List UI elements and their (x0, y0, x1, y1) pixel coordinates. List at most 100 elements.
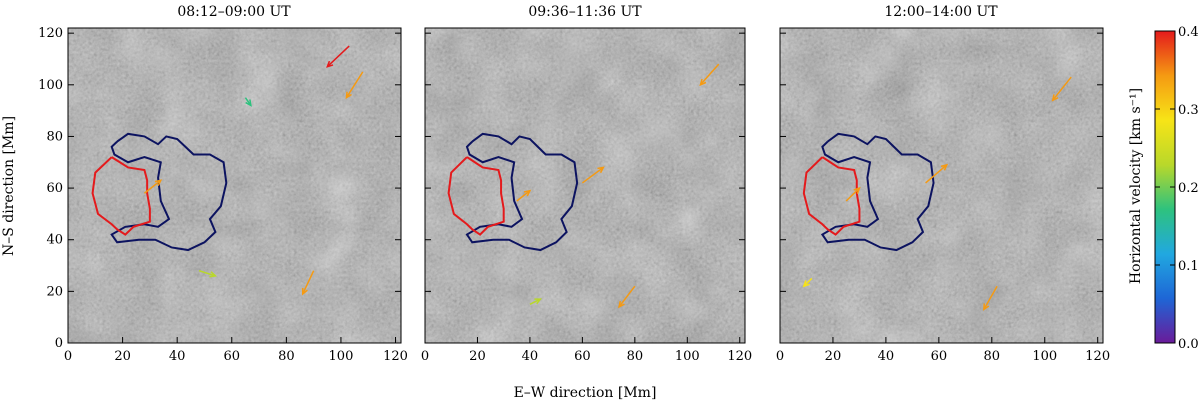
colorbar: 0.0 0.1 0.2 0.3 0.4 Horizontal velocity [km … (1128, 25, 1199, 352)
velocity-vector-head (326, 60, 334, 68)
panel-2: 0 20 40 60 80 100 120 09:36–11:36 UT (421, 4, 752, 364)
colorbar-tick-label: 0.1 (1178, 259, 1199, 274)
y-tick-label: 0 (55, 336, 63, 351)
panel-2-vectors (516, 63, 720, 309)
colorbar-tick-label: 0.0 (1178, 337, 1199, 352)
panel-3-vectors (802, 76, 1072, 311)
y-tick-label: 100 (38, 78, 63, 93)
x-tick-label: 100 (1032, 349, 1057, 364)
y-tick-label: 80 (46, 129, 63, 144)
panel-1-y-ticks: 0 20 40 60 80 100 120 (38, 26, 401, 351)
panel-3-title: 12:00–14:00 UT (884, 4, 998, 20)
contour-red (91, 156, 151, 236)
y-tick-label: 120 (38, 26, 63, 41)
x-tick-label: 100 (675, 349, 700, 364)
y-tick-label: 40 (46, 233, 63, 248)
panel-3-x-ticks: 0 20 40 60 80 100 120 (776, 337, 1110, 364)
velocity-vector-head (940, 163, 949, 171)
velocity-vector-head (699, 78, 707, 87)
velocity-vector (699, 63, 720, 86)
x-tick-label: 40 (878, 349, 895, 364)
x-tick-label: 60 (931, 349, 948, 364)
panel-1: 0 20 40 60 80 100 120 0 20 40 60 80 100 120 08:12–09… (38, 4, 408, 364)
colorbar-tick-label: 0.3 (1178, 103, 1199, 118)
velocity-vector (302, 270, 315, 295)
panel-2-y-ticks (425, 32, 745, 344)
colorbar-ticks: 0.0 0.1 0.2 0.3 0.4 (1155, 25, 1199, 352)
x-tick-label: 100 (329, 349, 354, 364)
y-tick-label: 60 (46, 181, 63, 196)
velocity-vector-head (154, 179, 163, 187)
x-axis-title: E–W direction [Mm] (514, 385, 657, 401)
contour-blue (110, 132, 228, 252)
velocity-vector (845, 187, 860, 202)
velocity-vector (925, 164, 948, 184)
velocity-vector (1052, 76, 1072, 101)
x-tick-label: 20 (114, 349, 131, 364)
panel-3: 0 20 40 60 80 100 120 12:00–14:00 UT (776, 4, 1110, 364)
x-tick-label: 40 (522, 349, 539, 364)
x-tick-label: 120 (727, 349, 752, 364)
colorbar-tick-label: 0.4 (1178, 25, 1199, 40)
velocity-vector (198, 269, 216, 277)
panel-1-contours (91, 132, 228, 252)
velocity-vector-head (983, 303, 990, 311)
contour-blue (820, 132, 935, 252)
x-tick-label: 60 (223, 349, 240, 364)
panel-2-contours (447, 132, 579, 252)
contour-red (447, 156, 505, 236)
panel-1-x-ticks: 0 20 40 60 80 100 120 (64, 337, 408, 364)
velocity-vector-head (534, 298, 542, 305)
x-tick-label: 120 (1085, 349, 1110, 364)
velocity-vector (326, 45, 350, 68)
panel-2-frame (424, 27, 746, 344)
x-tick-label: 20 (469, 349, 486, 364)
panel-1-frame (67, 27, 402, 344)
x-tick-label: 0 (64, 349, 72, 364)
x-tick-label: 80 (627, 349, 644, 364)
colorbar-label: Horizontal velocity [km s⁻¹] (1128, 88, 1144, 284)
velocity-vector-head (523, 189, 532, 197)
velocity-vector-head (301, 287, 308, 296)
velocity-vector (618, 285, 636, 308)
x-tick-label: 0 (776, 349, 784, 364)
panel-2-background (425, 28, 745, 343)
panel-2-x-ticks: 0 20 40 60 80 100 120 (421, 337, 752, 364)
velocity-vector (345, 71, 364, 99)
y-tick-label: 20 (46, 284, 63, 299)
panel-1-title: 08:12–09:00 UT (177, 4, 291, 20)
panel-3-frame (779, 27, 1104, 344)
panel-2-title: 09:36–11:36 UT (528, 4, 642, 20)
velocity-vector-head (802, 280, 810, 288)
x-tick-label: 20 (825, 349, 842, 364)
x-tick-label: 80 (278, 349, 295, 364)
velocity-vector (143, 179, 162, 194)
velocity-vector-head (209, 271, 218, 278)
x-tick-label: 120 (383, 349, 408, 364)
velocity-vector-head (853, 186, 861, 194)
velocity-vector-head (1051, 94, 1059, 102)
colorbar-tick-label: 0.2 (1178, 181, 1199, 196)
x-tick-label: 80 (984, 349, 1001, 364)
y-axis-title: N–S direction [Mm] (1, 116, 17, 256)
velocity-vector (516, 190, 531, 202)
x-tick-label: 0 (421, 349, 429, 364)
velocity-vector (803, 277, 813, 287)
x-tick-label: 40 (169, 349, 186, 364)
panel-3-contours (802, 132, 935, 252)
panel-3-y-ticks (780, 32, 1103, 344)
velocity-vector-head (597, 166, 605, 174)
velocity-vector (581, 166, 604, 184)
panel-1-vectors (143, 45, 364, 296)
velocity-vector-head (345, 91, 352, 100)
contour-blue (465, 132, 579, 252)
x-tick-label: 60 (574, 349, 591, 364)
panel-1-background (68, 28, 401, 343)
velocity-vector (983, 285, 998, 310)
velocity-vector-head (618, 300, 625, 309)
contour-red (802, 156, 861, 236)
panel-3-background (780, 28, 1103, 343)
velocity-vector (529, 298, 541, 305)
velocity-vector-head (245, 99, 252, 107)
